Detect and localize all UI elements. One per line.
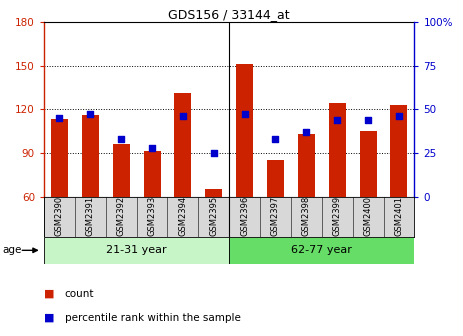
Text: GSM2390: GSM2390 (55, 196, 64, 236)
Text: ■: ■ (44, 312, 55, 323)
Text: GSM2393: GSM2393 (148, 196, 156, 236)
Text: GSM2398: GSM2398 (302, 196, 311, 236)
Bar (360, 131, 376, 197)
Bar (82, 115, 99, 197)
Bar (390, 105, 407, 197)
Point (210, 150, 218, 156)
Bar (267, 160, 284, 197)
Point (303, 129, 310, 135)
Point (395, 114, 403, 119)
Text: GSM2391: GSM2391 (86, 196, 95, 236)
Point (148, 145, 156, 150)
Bar (175, 93, 191, 197)
Text: ■: ■ (44, 289, 55, 299)
Bar (229, 237, 414, 264)
Bar (113, 144, 130, 197)
Point (333, 117, 341, 122)
Text: GSM2395: GSM2395 (209, 196, 218, 236)
Point (179, 114, 187, 119)
Point (364, 117, 372, 122)
Title: GDS156 / 33144_at: GDS156 / 33144_at (169, 8, 290, 21)
Text: GSM2401: GSM2401 (394, 196, 403, 236)
Text: GSM2396: GSM2396 (240, 196, 249, 236)
Bar (205, 189, 222, 197)
Point (87, 112, 94, 117)
Bar (44, 237, 229, 264)
Bar (51, 119, 68, 197)
Text: 62-77 year: 62-77 year (291, 245, 352, 255)
Text: age: age (2, 245, 22, 255)
Bar (298, 134, 315, 197)
Text: percentile rank within the sample: percentile rank within the sample (65, 312, 241, 323)
Bar (236, 64, 253, 197)
Text: GSM2400: GSM2400 (363, 196, 373, 236)
Bar (329, 103, 346, 197)
Text: count: count (65, 289, 94, 299)
Point (272, 136, 279, 141)
Text: GSM2392: GSM2392 (117, 196, 125, 236)
Bar (144, 152, 161, 197)
Text: GSM2397: GSM2397 (271, 196, 280, 236)
Point (56, 115, 63, 121)
Point (118, 136, 125, 141)
Text: 21-31 year: 21-31 year (106, 245, 167, 255)
Text: GSM2399: GSM2399 (333, 196, 342, 236)
Point (241, 112, 248, 117)
Text: GSM2394: GSM2394 (178, 196, 188, 236)
